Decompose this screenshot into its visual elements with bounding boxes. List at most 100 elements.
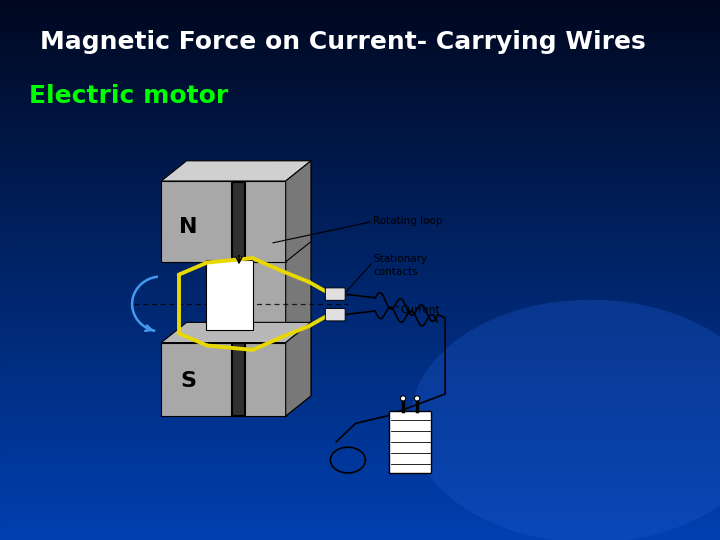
Bar <box>0 376 720 378</box>
Bar <box>0 293 720 295</box>
Bar <box>0 32 720 34</box>
Bar <box>0 302 720 304</box>
Bar <box>0 439 720 441</box>
Bar <box>0 270 720 272</box>
Bar <box>0 263 720 265</box>
Bar <box>0 228 720 231</box>
Bar <box>0 113 720 115</box>
Bar <box>0 259 720 261</box>
Bar <box>0 101 720 103</box>
Bar <box>0 292 720 293</box>
Bar <box>0 15 720 16</box>
Bar <box>0 211 720 212</box>
Bar <box>0 371 720 373</box>
Bar <box>0 22 720 23</box>
Bar <box>0 353 720 355</box>
Bar <box>0 108 720 110</box>
Bar <box>0 410 720 412</box>
FancyBboxPatch shape <box>325 308 345 321</box>
Bar <box>0 106 720 108</box>
Bar <box>0 448 720 450</box>
Bar <box>0 272 720 274</box>
Bar <box>0 502 720 504</box>
Bar <box>0 124 720 126</box>
Bar <box>0 319 720 320</box>
Bar <box>0 533 720 535</box>
Bar <box>0 380 720 382</box>
Bar <box>0 393 720 394</box>
Bar <box>0 158 720 160</box>
Bar <box>0 117 720 119</box>
Bar <box>0 140 720 142</box>
Bar <box>0 309 720 312</box>
Bar <box>0 333 720 335</box>
Bar <box>0 86 720 88</box>
Bar <box>0 401 720 403</box>
Bar <box>0 403 720 405</box>
Bar <box>0 306 720 308</box>
Bar <box>0 27 720 29</box>
Bar <box>0 166 720 167</box>
Bar <box>0 461 720 463</box>
Bar <box>0 5 720 7</box>
Bar <box>0 400 720 401</box>
Bar <box>0 450 720 452</box>
Bar <box>0 20 720 22</box>
Bar <box>0 96 720 97</box>
Bar <box>0 258 720 259</box>
Bar <box>0 517 720 518</box>
Bar <box>0 185 720 187</box>
Bar <box>0 277 720 279</box>
Bar <box>0 347 720 349</box>
Bar <box>0 110 720 112</box>
Bar <box>0 42 720 43</box>
Bar <box>0 421 720 423</box>
Bar <box>0 119 720 120</box>
Bar <box>0 536 720 538</box>
Bar <box>0 471 720 474</box>
Bar <box>0 366 720 367</box>
Bar <box>0 139 720 140</box>
Bar <box>0 275 720 277</box>
Bar <box>0 274 720 275</box>
Bar <box>0 59 720 61</box>
Bar <box>0 18 720 20</box>
Bar <box>0 66 720 69</box>
Bar <box>0 434 720 436</box>
Bar <box>0 83 720 85</box>
Bar <box>0 247 720 248</box>
Bar <box>0 396 720 398</box>
Bar <box>0 88 720 90</box>
Bar <box>0 47 720 49</box>
Bar <box>0 198 720 200</box>
Bar <box>0 52 720 54</box>
Bar <box>0 409 720 410</box>
Bar <box>0 268 720 270</box>
Bar <box>0 155 720 157</box>
Bar <box>0 266 720 268</box>
Bar <box>0 204 720 205</box>
Bar <box>0 90 720 92</box>
Bar <box>0 241 720 243</box>
Bar <box>0 344 720 346</box>
Bar <box>0 50 720 52</box>
Bar <box>0 261 720 263</box>
Bar <box>0 508 720 509</box>
Text: Stationary
contacts: Stationary contacts <box>373 254 427 276</box>
Bar <box>0 177 720 178</box>
Bar <box>0 432 720 434</box>
Bar <box>0 339 720 340</box>
Bar <box>0 231 720 232</box>
Bar <box>0 326 720 328</box>
Bar <box>0 501 720 502</box>
Bar <box>0 173 720 174</box>
Bar <box>0 70 720 72</box>
Bar <box>0 513 720 515</box>
Bar <box>0 463 720 464</box>
Bar <box>0 504 720 506</box>
Bar <box>0 254 720 255</box>
Bar <box>0 297 720 299</box>
Bar <box>0 417 720 420</box>
Bar <box>0 324 720 326</box>
Bar <box>0 443 720 444</box>
